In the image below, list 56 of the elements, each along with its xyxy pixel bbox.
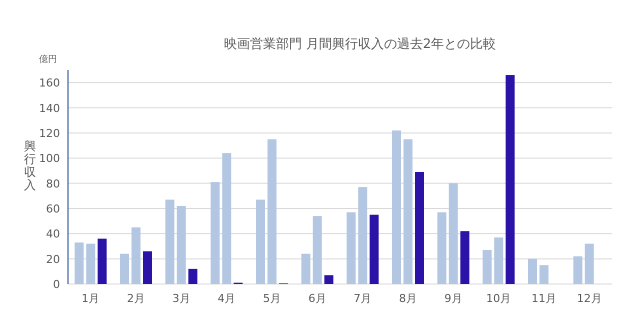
bar [584,244,594,284]
bar [346,212,356,284]
x-tick-label: 12月 [576,292,602,305]
bar [460,231,470,284]
bar [143,251,152,284]
bar [540,265,548,284]
bar [188,268,198,284]
bar [268,139,276,284]
y-tick-label: 100 [39,152,60,166]
bar [165,200,174,284]
bar [312,216,322,284]
y-tick-label: 60 [46,202,60,216]
x-tick-label: 9月 [444,292,462,305]
bar [210,182,220,284]
bar [415,172,424,284]
bar [98,238,107,284]
bar [256,200,265,284]
x-tick-label: 7月 [354,292,372,305]
y-tick-label: 40 [46,228,60,241]
bar [482,250,492,284]
bar [86,244,96,284]
bar [222,153,232,284]
bar [132,227,140,284]
x-tick-label: 1月 [82,292,100,305]
x-tick-label: 8月 [399,292,417,305]
bar [448,183,458,284]
x-tick-label: 10月 [486,292,512,305]
bar [370,214,379,284]
bar [120,254,129,284]
bar [324,275,334,284]
bar [392,130,401,284]
x-tick-label: 6月 [308,292,326,305]
bar [573,256,582,284]
bar [494,237,504,284]
bar [358,187,368,284]
x-tick-label: 3月 [172,292,190,305]
x-tick-label: 11月 [532,292,556,305]
bar [506,75,515,284]
text: 億円 [39,54,57,65]
y-tick-label: 160 [39,76,60,90]
bar [301,254,310,284]
y-tick-label: 0 [53,278,60,291]
bar [437,212,446,284]
y-tick-label: 80 [46,177,60,190]
y-tick-label: 140 [39,102,60,115]
y-tick-label: 120 [39,126,60,140]
bar [176,206,186,284]
x-tick-label: 4月 [218,292,236,305]
y-tick-label: 20 [46,252,60,266]
chart-title: 映画営業部門 月間興行収入の過去2年との比較 [224,37,496,52]
bar [74,242,84,284]
y-axis-title: 興行収入 [24,139,36,192]
x-tick-label: 2月 [127,292,145,305]
bar [528,258,537,284]
bar [404,139,412,284]
x-tick-label: 5月 [263,292,281,305]
